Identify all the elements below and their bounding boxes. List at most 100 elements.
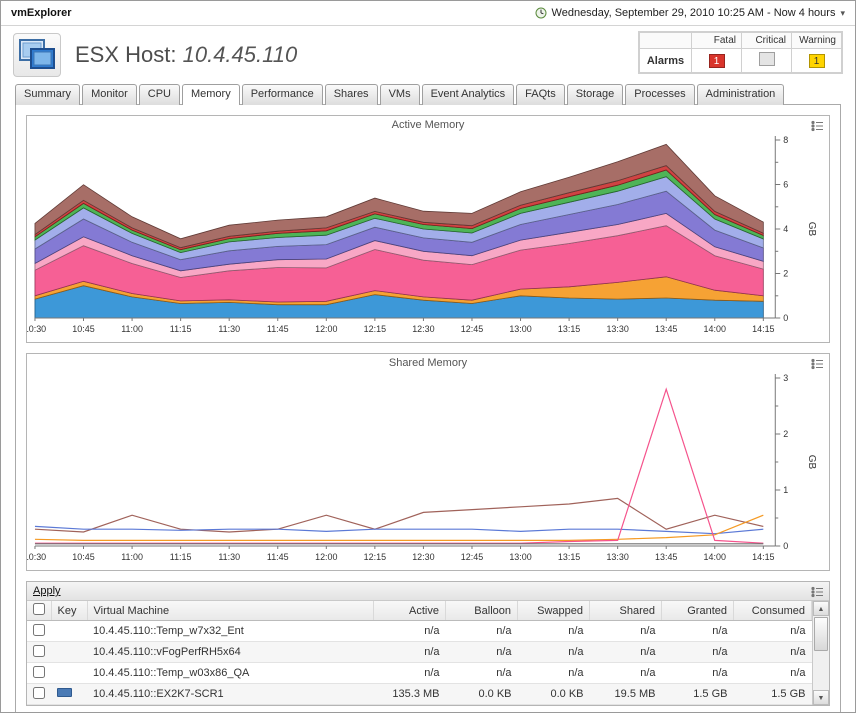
row-checkbox[interactable] (33, 686, 45, 699)
table-row[interactable]: 10.4.45.110::EX2K7-SCR1 135.3 MB 0.0 KB 0.0… (27, 683, 812, 705)
vm-cell: 10.4.45.110::Temp_w03x86_QA (87, 662, 374, 684)
row-checkbox[interactable] (33, 665, 45, 678)
grid-scrollbar[interactable]: ▲ ▼ (812, 601, 829, 705)
shared-memory-chart[interactable]: 0 1 2 3 GB 10:30 10:45 11:00 11:15 11:30 11:45 12:0… (27, 370, 829, 570)
tab-administration[interactable]: Administration (696, 84, 785, 105)
memory-tab-content: Active Memory 0 2 4 6 8 GB 10:30 10:45 11:00 11:1… (15, 104, 841, 712)
svg-text:13:45: 13:45 (655, 324, 677, 334)
col-header-virtual-machine[interactable]: Virtual Machine (87, 601, 374, 621)
select-all-checkbox[interactable] (33, 603, 45, 615)
shared-memory-panel: Shared Memory 0 1 2 3 GB 10:30 10:45 11:00 11:15… (26, 353, 830, 571)
granted-cell: 1.5 GB (661, 683, 734, 705)
row-checkbox[interactable] (33, 623, 45, 636)
alarm-critical-count[interactable] (758, 52, 775, 66)
host-title-prefix: ESX Host: (75, 42, 177, 67)
alarm-warning-count[interactable]: 1 (808, 53, 825, 68)
grid-menu-icon[interactable] (811, 585, 824, 603)
col-header-granted[interactable]: Granted (661, 601, 734, 621)
row-checkbox[interactable] (33, 644, 45, 657)
tab-cpu[interactable]: CPU (138, 84, 180, 105)
svg-text:12:15: 12:15 (364, 552, 386, 562)
balloon-cell: n/a (445, 641, 518, 663)
granted-cell: n/a (661, 620, 734, 642)
tab-faqts[interactable]: FAQts (516, 84, 565, 105)
tab-vms[interactable]: VMs (379, 84, 420, 105)
key-cell (51, 641, 87, 663)
col-header-consumed[interactable]: Consumed (733, 601, 812, 621)
consumed-cell: 1.5 GB (733, 683, 812, 705)
col-header-active[interactable]: Active (373, 601, 446, 621)
table-row[interactable]: 10.4.45.110::Temp_w03x86_QA n/a n/a n/a n/a n… (27, 662, 812, 684)
tab-shares[interactable]: Shares (324, 84, 378, 105)
table-row[interactable]: 10.4.45.110::Temp_w7x32_Ent n/a n/a n/a n/a n… (27, 620, 812, 642)
alarm-fatal-count[interactable]: 1 (708, 53, 725, 68)
tab-monitor[interactable]: Monitor (82, 84, 137, 105)
tab-processes[interactable]: Processes (625, 84, 695, 105)
time-range-label: Wednesday, September 29, 2010 10:25 AM -… (551, 7, 836, 19)
grid-body: 10.4.45.110::Temp_w7x32_Ent n/a n/a n/a n/a n… (27, 620, 812, 705)
tab-storage[interactable]: Storage (566, 84, 624, 105)
svg-text:12:30: 12:30 (412, 552, 434, 562)
scroll-down-button[interactable]: ▼ (813, 690, 829, 705)
vm-table: Key Virtual Machine Active Balloon Swapped Sh… (27, 601, 812, 705)
chart-menu-icon[interactable] (811, 119, 824, 137)
table-row[interactable]: 10.4.45.110::vFogPerfRH5x64 n/a n/a n/a n/a n… (27, 641, 812, 663)
shared-cell: n/a (589, 641, 662, 663)
active-cell: n/a (373, 641, 446, 663)
active-memory-title: Active Memory (391, 119, 465, 131)
esx-host-icon (13, 33, 61, 77)
swapped-cell: n/a (517, 662, 590, 684)
svg-text:12:30: 12:30 (412, 324, 434, 334)
key-cell (51, 620, 87, 642)
svg-text:12:00: 12:00 (315, 324, 337, 334)
scroll-thumb[interactable] (814, 617, 828, 651)
key-cell (51, 683, 87, 705)
col-header-swapped[interactable]: Swapped (517, 601, 590, 621)
svg-text:13:00: 13:00 (509, 324, 531, 334)
scroll-track[interactable] (813, 616, 829, 690)
consumed-cell: n/a (733, 620, 812, 642)
scroll-up-button[interactable]: ▲ (813, 601, 829, 616)
tab-memory[interactable]: Memory (181, 84, 240, 105)
active-memory-panel: Active Memory 0 2 4 6 8 GB 10:30 10:45 11:00 11:1… (26, 115, 830, 343)
col-header-balloon[interactable]: Balloon (445, 601, 518, 621)
svg-text:GB: GB (806, 222, 817, 237)
active-cell: 135.3 MB (373, 683, 446, 705)
svg-text:0: 0 (783, 313, 788, 323)
balloon-cell: 0.0 KB (445, 683, 518, 705)
active-cell: n/a (373, 620, 446, 642)
svg-text:10:30: 10:30 (27, 324, 46, 334)
host-ip: 10.4.45.110 (182, 42, 298, 67)
page-header: ESX Host: 10.4.45.110 Fatal Critical War… (1, 26, 855, 84)
tab-summary[interactable]: Summary (15, 84, 81, 105)
active-cell: n/a (373, 662, 446, 684)
svg-text:0: 0 (783, 541, 788, 551)
shared-cell: n/a (589, 662, 662, 684)
tab-performance[interactable]: Performance (241, 84, 323, 105)
col-header-key[interactable]: Key (51, 601, 88, 621)
active-memory-chart[interactable]: 0 2 4 6 8 GB 10:30 10:45 11:00 11:15 11:30 11:45 12:… (27, 132, 829, 342)
balloon-cell: n/a (445, 662, 518, 684)
svg-text:12:15: 12:15 (364, 324, 386, 334)
vm-cell: 10.4.45.110::EX2K7-SCR1 (87, 683, 374, 705)
balloon-cell: n/a (445, 620, 518, 642)
svg-text:11:15: 11:15 (170, 552, 192, 562)
svg-text:11:45: 11:45 (267, 552, 289, 562)
chart-menu-icon[interactable] (811, 357, 824, 375)
tab-event-analytics[interactable]: Event Analytics (421, 84, 515, 105)
svg-text:13:30: 13:30 (606, 324, 628, 334)
vm-grid-panel: Apply (26, 581, 830, 706)
grid-header-row: Key Virtual Machine Active Balloon Swapped Sh… (27, 601, 812, 621)
svg-text:8: 8 (783, 135, 788, 145)
svg-text:2: 2 (783, 268, 788, 278)
svg-text:10:30: 10:30 (27, 552, 46, 562)
time-range-selector[interactable]: Wednesday, September 29, 2010 10:25 AM -… (535, 7, 845, 19)
shared-cell: 19.5 MB (589, 683, 662, 705)
svg-text:4: 4 (783, 224, 788, 234)
col-header-shared[interactable]: Shared (589, 601, 662, 621)
app-title: vmExplorer (11, 7, 72, 19)
apply-button[interactable]: Apply (33, 585, 61, 597)
swapped-cell: n/a (517, 620, 590, 642)
svg-text:13:30: 13:30 (606, 552, 628, 562)
